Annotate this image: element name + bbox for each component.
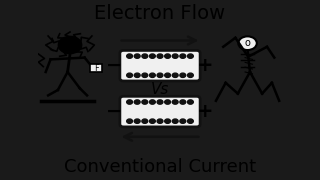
Text: −: − bbox=[106, 102, 122, 121]
FancyBboxPatch shape bbox=[90, 64, 102, 72]
Circle shape bbox=[149, 119, 155, 123]
Circle shape bbox=[142, 54, 148, 58]
Circle shape bbox=[142, 73, 148, 77]
Circle shape bbox=[134, 100, 140, 104]
Circle shape bbox=[157, 119, 163, 123]
Text: Electron Flow: Electron Flow bbox=[94, 4, 226, 23]
FancyBboxPatch shape bbox=[120, 96, 200, 127]
Text: Conventional Current: Conventional Current bbox=[64, 158, 256, 176]
Circle shape bbox=[180, 119, 186, 123]
Circle shape bbox=[149, 100, 155, 104]
Circle shape bbox=[134, 54, 140, 58]
Circle shape bbox=[180, 54, 186, 58]
Circle shape bbox=[58, 36, 82, 54]
Circle shape bbox=[157, 73, 163, 77]
Circle shape bbox=[142, 119, 148, 123]
Circle shape bbox=[149, 54, 155, 58]
Circle shape bbox=[180, 100, 186, 104]
Circle shape bbox=[142, 100, 148, 104]
Circle shape bbox=[127, 100, 132, 104]
Text: o: o bbox=[244, 38, 251, 48]
Circle shape bbox=[188, 119, 193, 123]
Circle shape bbox=[134, 73, 140, 77]
Circle shape bbox=[188, 73, 193, 77]
Circle shape bbox=[165, 119, 171, 123]
Circle shape bbox=[127, 119, 132, 123]
Circle shape bbox=[180, 73, 186, 77]
Circle shape bbox=[134, 119, 140, 123]
Text: −: − bbox=[106, 56, 122, 75]
Circle shape bbox=[157, 100, 163, 104]
Circle shape bbox=[188, 54, 193, 58]
Circle shape bbox=[172, 100, 178, 104]
Circle shape bbox=[238, 36, 257, 50]
Circle shape bbox=[165, 54, 171, 58]
Text: F: F bbox=[94, 64, 99, 73]
Circle shape bbox=[149, 73, 155, 77]
Circle shape bbox=[127, 54, 132, 58]
Text: +: + bbox=[197, 56, 213, 75]
Circle shape bbox=[188, 100, 193, 104]
Text: +: + bbox=[197, 102, 213, 121]
Circle shape bbox=[165, 100, 171, 104]
Text: Vs: Vs bbox=[151, 82, 169, 97]
Circle shape bbox=[172, 73, 178, 77]
Circle shape bbox=[172, 119, 178, 123]
FancyBboxPatch shape bbox=[120, 50, 200, 81]
Circle shape bbox=[127, 73, 132, 77]
Circle shape bbox=[157, 54, 163, 58]
Circle shape bbox=[165, 73, 171, 77]
Circle shape bbox=[172, 54, 178, 58]
